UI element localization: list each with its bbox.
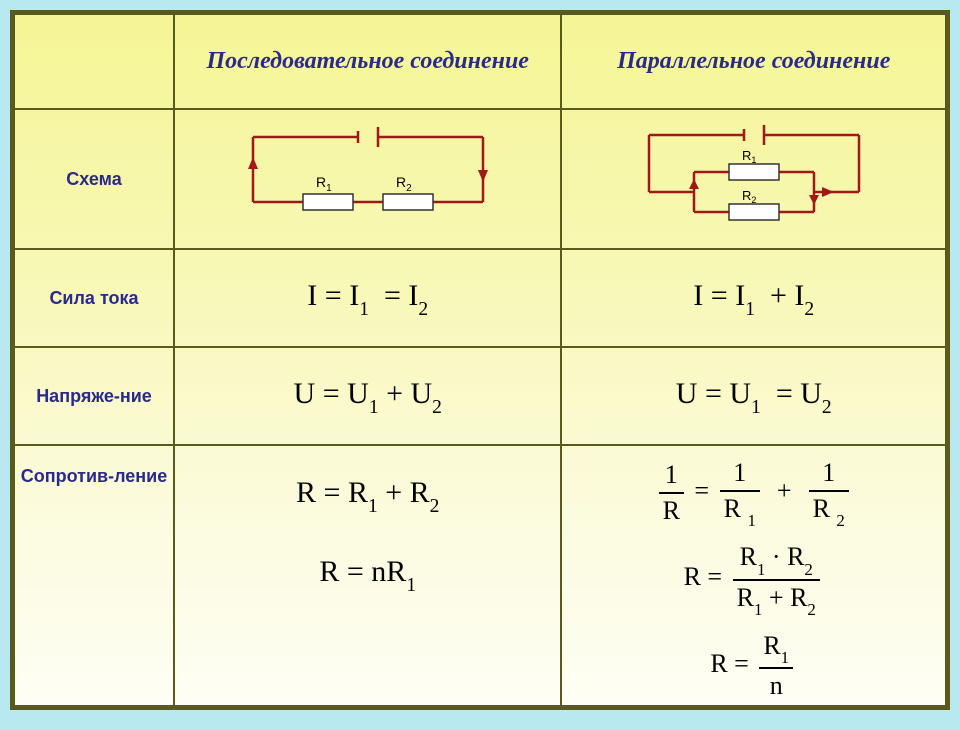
- rowlabel-voltage: Напряже-ние: [14, 347, 174, 445]
- rowlabel-scheme: Схема: [14, 109, 174, 249]
- table-card: Последовательное соединение Параллельное…: [10, 10, 950, 710]
- rowlabel-resistance: Сопротив-ление: [14, 445, 174, 706]
- voltage-parallel-formula: U = U1 = U2: [561, 347, 946, 445]
- resist-parallel-f2: R = R1 · R2 R1 + R2: [566, 542, 941, 616]
- resist-series-f1: R = R1 + R2: [179, 476, 556, 515]
- parallel-circuit-diagram: R1 R2: [594, 117, 914, 237]
- series-circuit-diagram: R1 R2: [208, 117, 528, 237]
- resistance-series-cell: R = R1 + R2 R = nR1: [174, 445, 561, 706]
- header-series: Последовательное соединение: [174, 14, 561, 109]
- header-row: Последовательное соединение Параллельное…: [14, 14, 946, 109]
- rowlabel-current: Сила тока: [14, 249, 174, 347]
- current-series-formula: I = I1 = I2: [174, 249, 561, 347]
- current-parallel-formula: I = I1 + I2: [561, 249, 946, 347]
- resistance-row: Сопротив-ление R = R1 + R2 R = nR1 1R = …: [14, 445, 946, 706]
- voltage-series-formula: U = U1 + U2: [174, 347, 561, 445]
- resist-series-f2: R = nR1: [179, 555, 556, 594]
- scheme-row: Схема R1 R2: [14, 109, 946, 249]
- header-empty: [14, 14, 174, 109]
- comparison-table: Последовательное соединение Параллельное…: [13, 13, 947, 707]
- current-row: Сила тока I = I1 = I2 I = I1 + I2: [14, 249, 946, 347]
- resistance-parallel-cell: 1R = 1R 1 + 1R 2 R = R1 · R2 R1 +: [561, 445, 946, 706]
- svg-text:R2: R2: [396, 174, 412, 194]
- svg-text:R2: R2: [742, 188, 756, 205]
- parallel-circuit-cell: R1 R2: [561, 109, 946, 249]
- header-parallel: Параллельное соединение: [561, 14, 946, 109]
- resist-parallel-f3: R = R1 n: [566, 631, 941, 701]
- series-circuit-cell: R1 R2: [174, 109, 561, 249]
- svg-text:R1: R1: [742, 148, 756, 165]
- resist-parallel-f1: 1R = 1R 1 + 1R 2: [566, 458, 941, 528]
- voltage-row: Напряже-ние U = U1 + U2 U = U1 = U2: [14, 347, 946, 445]
- svg-text:R1: R1: [316, 174, 332, 194]
